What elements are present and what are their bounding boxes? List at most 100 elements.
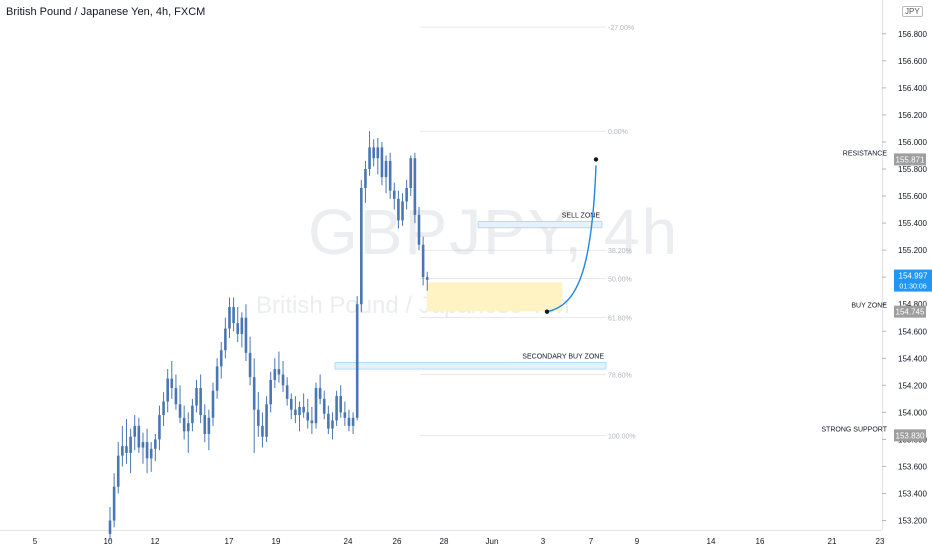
price-tick-label: 155.800	[898, 165, 927, 174]
zone-rect	[334, 362, 607, 370]
level-label: RESISTANCE	[843, 150, 888, 157]
candle-body	[273, 369, 277, 380]
price-tick-label: 156.000	[898, 138, 927, 147]
price-tick-label: 154.200	[898, 381, 927, 390]
time-tick-label: Jun	[486, 537, 499, 546]
level-price-badge	[894, 429, 926, 442]
candle-body	[265, 404, 268, 437]
candle-body	[215, 366, 219, 391]
candle-body	[421, 244, 425, 278]
chart-title: British Pound / Japanese Yen, 4h, FXCM	[6, 6, 206, 18]
fib-label: 61.80%	[608, 316, 632, 323]
candle-body	[372, 147, 375, 159]
price-tick-label: 156.200	[898, 111, 927, 120]
price-tick-label: 155.600	[898, 192, 927, 201]
time-tick-label: 3	[541, 537, 546, 546]
candle-body	[186, 423, 190, 432]
candle-body	[133, 425, 137, 437]
candle-body	[108, 520, 112, 535]
level-price-value: 154.745	[896, 308, 925, 317]
projection-start-dot	[544, 309, 550, 314]
price-tick-label: 155.200	[898, 246, 927, 255]
candle-body	[248, 352, 252, 378]
price-tick-label: 153.200	[898, 517, 927, 526]
candle-body	[397, 198, 400, 221]
candle-body	[384, 160, 388, 178]
time-tick-label: 16	[756, 537, 765, 546]
time-tick-label: 26	[393, 537, 402, 546]
candle-body	[401, 201, 404, 221]
time-tick-label: 17	[225, 537, 234, 546]
candle-body	[236, 323, 240, 334]
candle-body	[417, 214, 421, 245]
candle-body	[347, 417, 351, 426]
zone-label: SECONDARY BUY ZONE	[522, 353, 604, 360]
candle-body	[141, 442, 145, 448]
candle-body	[306, 412, 310, 421]
fib-label: -27.00%	[608, 25, 634, 32]
candle-body	[121, 446, 124, 456]
candle-body	[244, 317, 248, 353]
time-tick-label: 9	[635, 537, 640, 546]
time-tick-label: 19	[272, 537, 281, 546]
fib-label: 78.60%	[608, 373, 632, 380]
current-price-value: 154.997	[899, 272, 928, 281]
candle-body	[281, 374, 285, 386]
candle-body	[413, 158, 417, 215]
fib-label: 0.00%	[608, 129, 628, 136]
candle-body	[203, 415, 207, 435]
level-price-badge	[894, 153, 926, 166]
time-tick-label: 14	[707, 537, 716, 546]
candle-body	[211, 390, 215, 418]
candle-body	[351, 417, 355, 426]
candle-body	[298, 406, 301, 416]
candle-body	[380, 147, 384, 178]
candle-body	[195, 388, 198, 406]
candle-body	[314, 388, 318, 424]
price-tick-label: 154.400	[898, 354, 927, 363]
candle-body	[182, 417, 186, 432]
candle-body	[219, 350, 223, 367]
candle-body	[252, 377, 256, 410]
candle-body	[178, 404, 182, 418]
candle-body	[145, 442, 149, 459]
candle-body	[261, 425, 264, 437]
price-tick-label: 154.000	[898, 408, 927, 417]
candle-body	[368, 147, 371, 170]
candle-body	[224, 328, 227, 351]
candle-body	[240, 317, 244, 334]
candle-body	[343, 412, 347, 418]
candle-body	[355, 304, 359, 418]
candle-body	[277, 369, 281, 375]
time-tick-label: 23	[876, 537, 885, 546]
zone-rect	[477, 221, 603, 229]
candle-body	[158, 415, 161, 440]
level-price-value: 153.830	[896, 431, 925, 440]
candle-body	[322, 398, 326, 414]
time-tick-label: 7	[589, 537, 594, 546]
time-tick-label: 24	[344, 537, 353, 546]
fib-label: 100.00%	[608, 433, 636, 440]
candle-body	[339, 396, 343, 413]
candle-countdown: 01:30:06	[899, 284, 926, 291]
candle-body	[125, 446, 128, 453]
level-label: STRONG SUPPORT	[821, 426, 887, 433]
candle-body	[376, 147, 380, 159]
currency-badge[interactable]: JPY	[902, 6, 923, 17]
candle-body	[154, 439, 157, 449]
candle-body	[331, 420, 334, 429]
candle-body	[228, 306, 231, 329]
fib-label: 38.20%	[608, 248, 632, 255]
candle-body	[310, 420, 314, 424]
candle-body	[318, 388, 322, 399]
time-tick-label: 10	[104, 537, 113, 546]
price-tick-label: 154.600	[898, 327, 927, 336]
watermark-symbol: GBPJPY, 4h	[308, 196, 680, 268]
level-label: BUY ZONE	[851, 303, 887, 310]
candle-body	[166, 378, 169, 402]
projection-curve	[546, 165, 597, 313]
current-price-badge	[894, 269, 932, 292]
price-tick-label: 156.400	[898, 84, 927, 93]
